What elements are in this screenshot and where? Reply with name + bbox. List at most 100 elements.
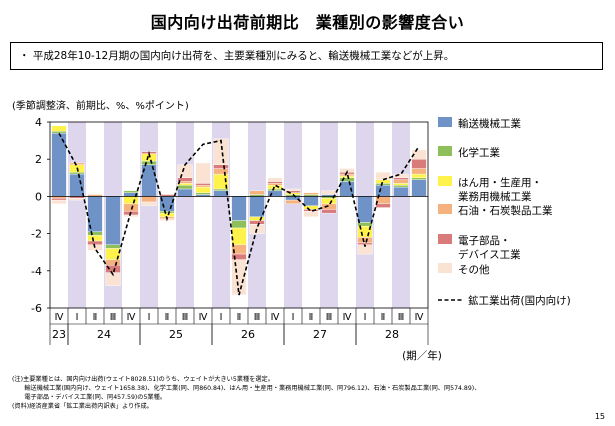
x-tick-label: Ⅱ [309,312,314,323]
bar-segment-other [177,164,193,178]
bar-segment-chemical [51,131,67,134]
bar-segment-transport [105,196,121,245]
x-tick-label: Ⅳ [55,312,64,323]
y-tick-label: 4 [35,116,42,129]
x-tick-label: Ⅱ [165,312,170,323]
plot-frame [49,121,429,309]
x-tick-label: Ⅳ [199,312,208,323]
bar-segment-machinery [87,235,103,242]
note-line: 電子部品・デバイス工業(同、同457.59)の5業種。 [12,394,166,401]
shade-band [140,122,158,308]
x-tick-label: Ⅰ [292,312,295,323]
page-number: 15 [594,412,605,421]
bar-segment-petroleum [339,173,355,177]
y-tick-label: -2 [31,228,42,241]
bar-segment-other [249,224,265,234]
legend-label: その他 [458,263,490,276]
bar-segment-electronic [411,158,427,169]
bar-segment-petroleum [213,168,229,175]
x-tick-label: Ⅰ [148,312,151,323]
x-tick-label: Ⅰ [220,312,223,323]
bar-segment-machinery [303,205,319,210]
bar-segment-electronic [321,209,337,214]
legend-label: 輸送機械工業 [458,117,521,130]
bar-segment-petroleum [267,183,283,186]
x-tick-label: Ⅱ [381,312,386,323]
note-line: (注)主要業種とは、国内向け出荷(ウェイト8028.51)のうち、ウェイトが大き… [12,376,274,383]
year-label: 25 [169,328,183,341]
bar-segment-electronic [195,183,211,186]
x-tick-label: Ⅰ [76,312,79,323]
bar-segment-machinery [231,227,247,245]
legend-label: 石油・石炭製品工業 [458,204,553,217]
bar-segment-electronic [393,177,409,180]
legend-swatch-petroleum [438,204,452,214]
bar-segment-other [213,138,229,165]
x-tick-label: Ⅲ [398,312,405,323]
bar-segment-other [141,201,157,206]
series-line-shipments [58,132,420,296]
shade-band [284,122,302,308]
bar-segment-other [393,173,409,179]
legend-label: 業務用機械工業 [458,190,532,203]
legend-swatch-chemical [438,146,452,156]
year-label: 23 [52,328,66,341]
bar-segment-chemical [105,244,121,249]
bar-segment-chemical [141,160,157,165]
bar-segment-petroleum [105,259,121,266]
year-label: 24 [97,328,111,341]
x-tick-label: Ⅱ [93,312,98,323]
bar-segment-chemical [159,211,175,214]
bar-segment-chemical [213,188,229,192]
bar-segment-other [51,199,67,205]
bar-segment-petroleum [141,196,157,203]
bar-segment-petroleum [393,179,409,184]
bar-segment-petroleum [357,237,373,244]
x-tick-label: Ⅰ [364,312,367,323]
bar-segment-transport [411,179,427,197]
bar-segment-transport [69,173,85,197]
bar-segment-transport [177,188,193,197]
notes: (注)主要業種とは、国内向け出荷(ウェイト8028.51)のうち、ウェイトが大き… [12,375,592,411]
legend-label: デバイス工業 [458,248,521,261]
x-tick-label: Ⅲ [254,312,261,323]
bar-segment-chemical [267,188,283,192]
shade-band [392,122,410,308]
y-tick-label: 2 [35,153,42,166]
bar-segment-machinery [177,183,193,186]
year-label: 28 [385,328,399,341]
bar-segment-machinery [339,175,355,179]
shade-band [176,122,194,308]
bar-segment-other [123,214,139,218]
legend-swatch-machinery [438,176,452,186]
bar-segment-chemical [411,177,427,180]
bar-segment-chemical [87,231,103,236]
bar-segment-machinery [321,198,337,205]
bar-segment-electronic [375,203,391,208]
bar-segment-petroleum [303,192,319,195]
unit-label: (季節調整済、前期比、%、%ポイント) [12,101,189,112]
bar-segment-chemical [123,190,139,193]
summary-box: ・ 平成28年10-12月期の国内向け出荷を、主要業種別にみると、輸送機械工業な… [10,42,603,70]
bar-segment-chemical [69,172,85,175]
bar-segment-machinery [123,196,139,205]
bar-segment-transport [303,196,319,206]
bar-segment-chemical [375,183,391,186]
bar-segment-electronic [87,240,103,245]
bar-segment-petroleum [195,185,211,188]
bar-segment-other [69,198,85,201]
bar-segment-electronic [51,198,67,201]
note-line: (資料)経済産業省「鉱工業出荷内訳表」より作成。 [12,403,153,410]
bar-segment-other [105,272,121,286]
bar-segment-petroleum [69,162,85,165]
x-tick-label: Ⅳ [415,312,424,323]
x-tick-label: Ⅲ [110,312,117,323]
bar-segment-chemical [195,192,211,195]
note-line: 輸送機械工業(国内向け、ウェイト1658.38)、化学工業(同、同860.84)… [12,385,481,392]
bar-segment-machinery [195,186,211,193]
legend-swatch-electronic [438,234,452,244]
bar-segment-petroleum [249,190,265,195]
bar-segment-other [411,149,427,160]
x-tick-label: Ⅳ [127,312,136,323]
bar-segment-other [375,172,391,180]
